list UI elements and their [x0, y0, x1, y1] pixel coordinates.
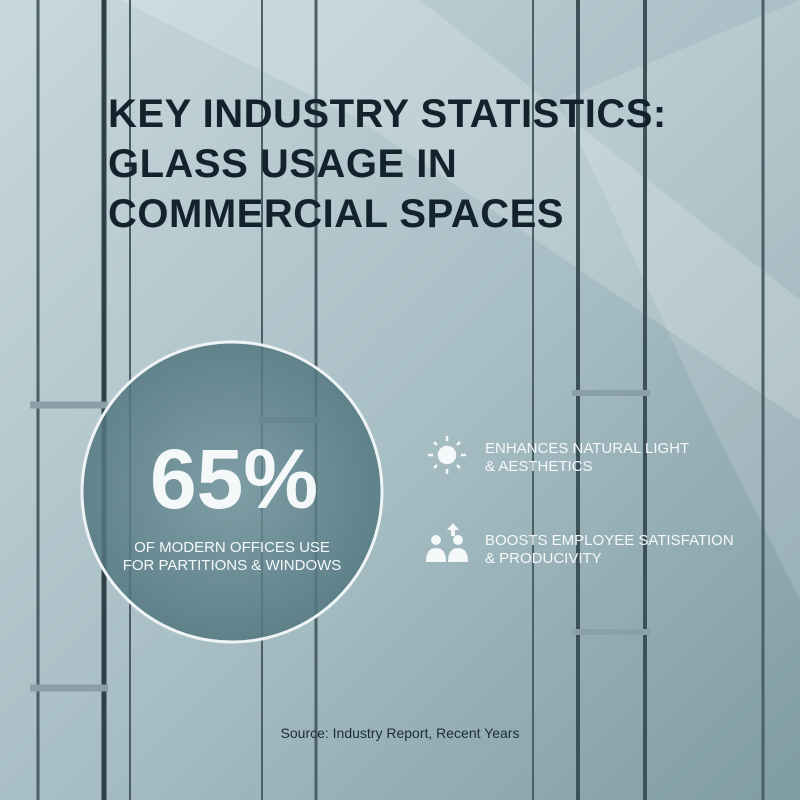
benefit-text: BOOSTS EMPLOYEE SATISFATION: [485, 532, 734, 549]
glass-reflection: [120, 0, 800, 420]
source-note: Source: Industry Report, Recent Years: [281, 725, 520, 741]
benefit-text: & AESTHETICS: [485, 458, 593, 475]
title-line: GLASS USAGE IN: [108, 142, 457, 186]
glass-reflection: [560, 0, 800, 600]
people-icon: [426, 523, 468, 562]
stat-figure: 65%: [150, 432, 318, 526]
sun-icon: [428, 436, 466, 474]
benefit-text: ENHANCES NATURAL LIGHT: [485, 440, 689, 457]
title-line: KEY INDUSTRY STATISTICS:: [108, 92, 667, 136]
glass-frames: [30, 0, 765, 800]
stat-caption: FOR PARTITIONS & WINDOWS: [123, 557, 342, 574]
title-line: COMMERCIAL SPACES: [108, 192, 564, 236]
stat-caption: OF MODERN OFFICES USE: [134, 539, 330, 556]
stat-circle: [80, 340, 384, 644]
benefit-text: & PRODUCIVITY: [485, 550, 602, 567]
